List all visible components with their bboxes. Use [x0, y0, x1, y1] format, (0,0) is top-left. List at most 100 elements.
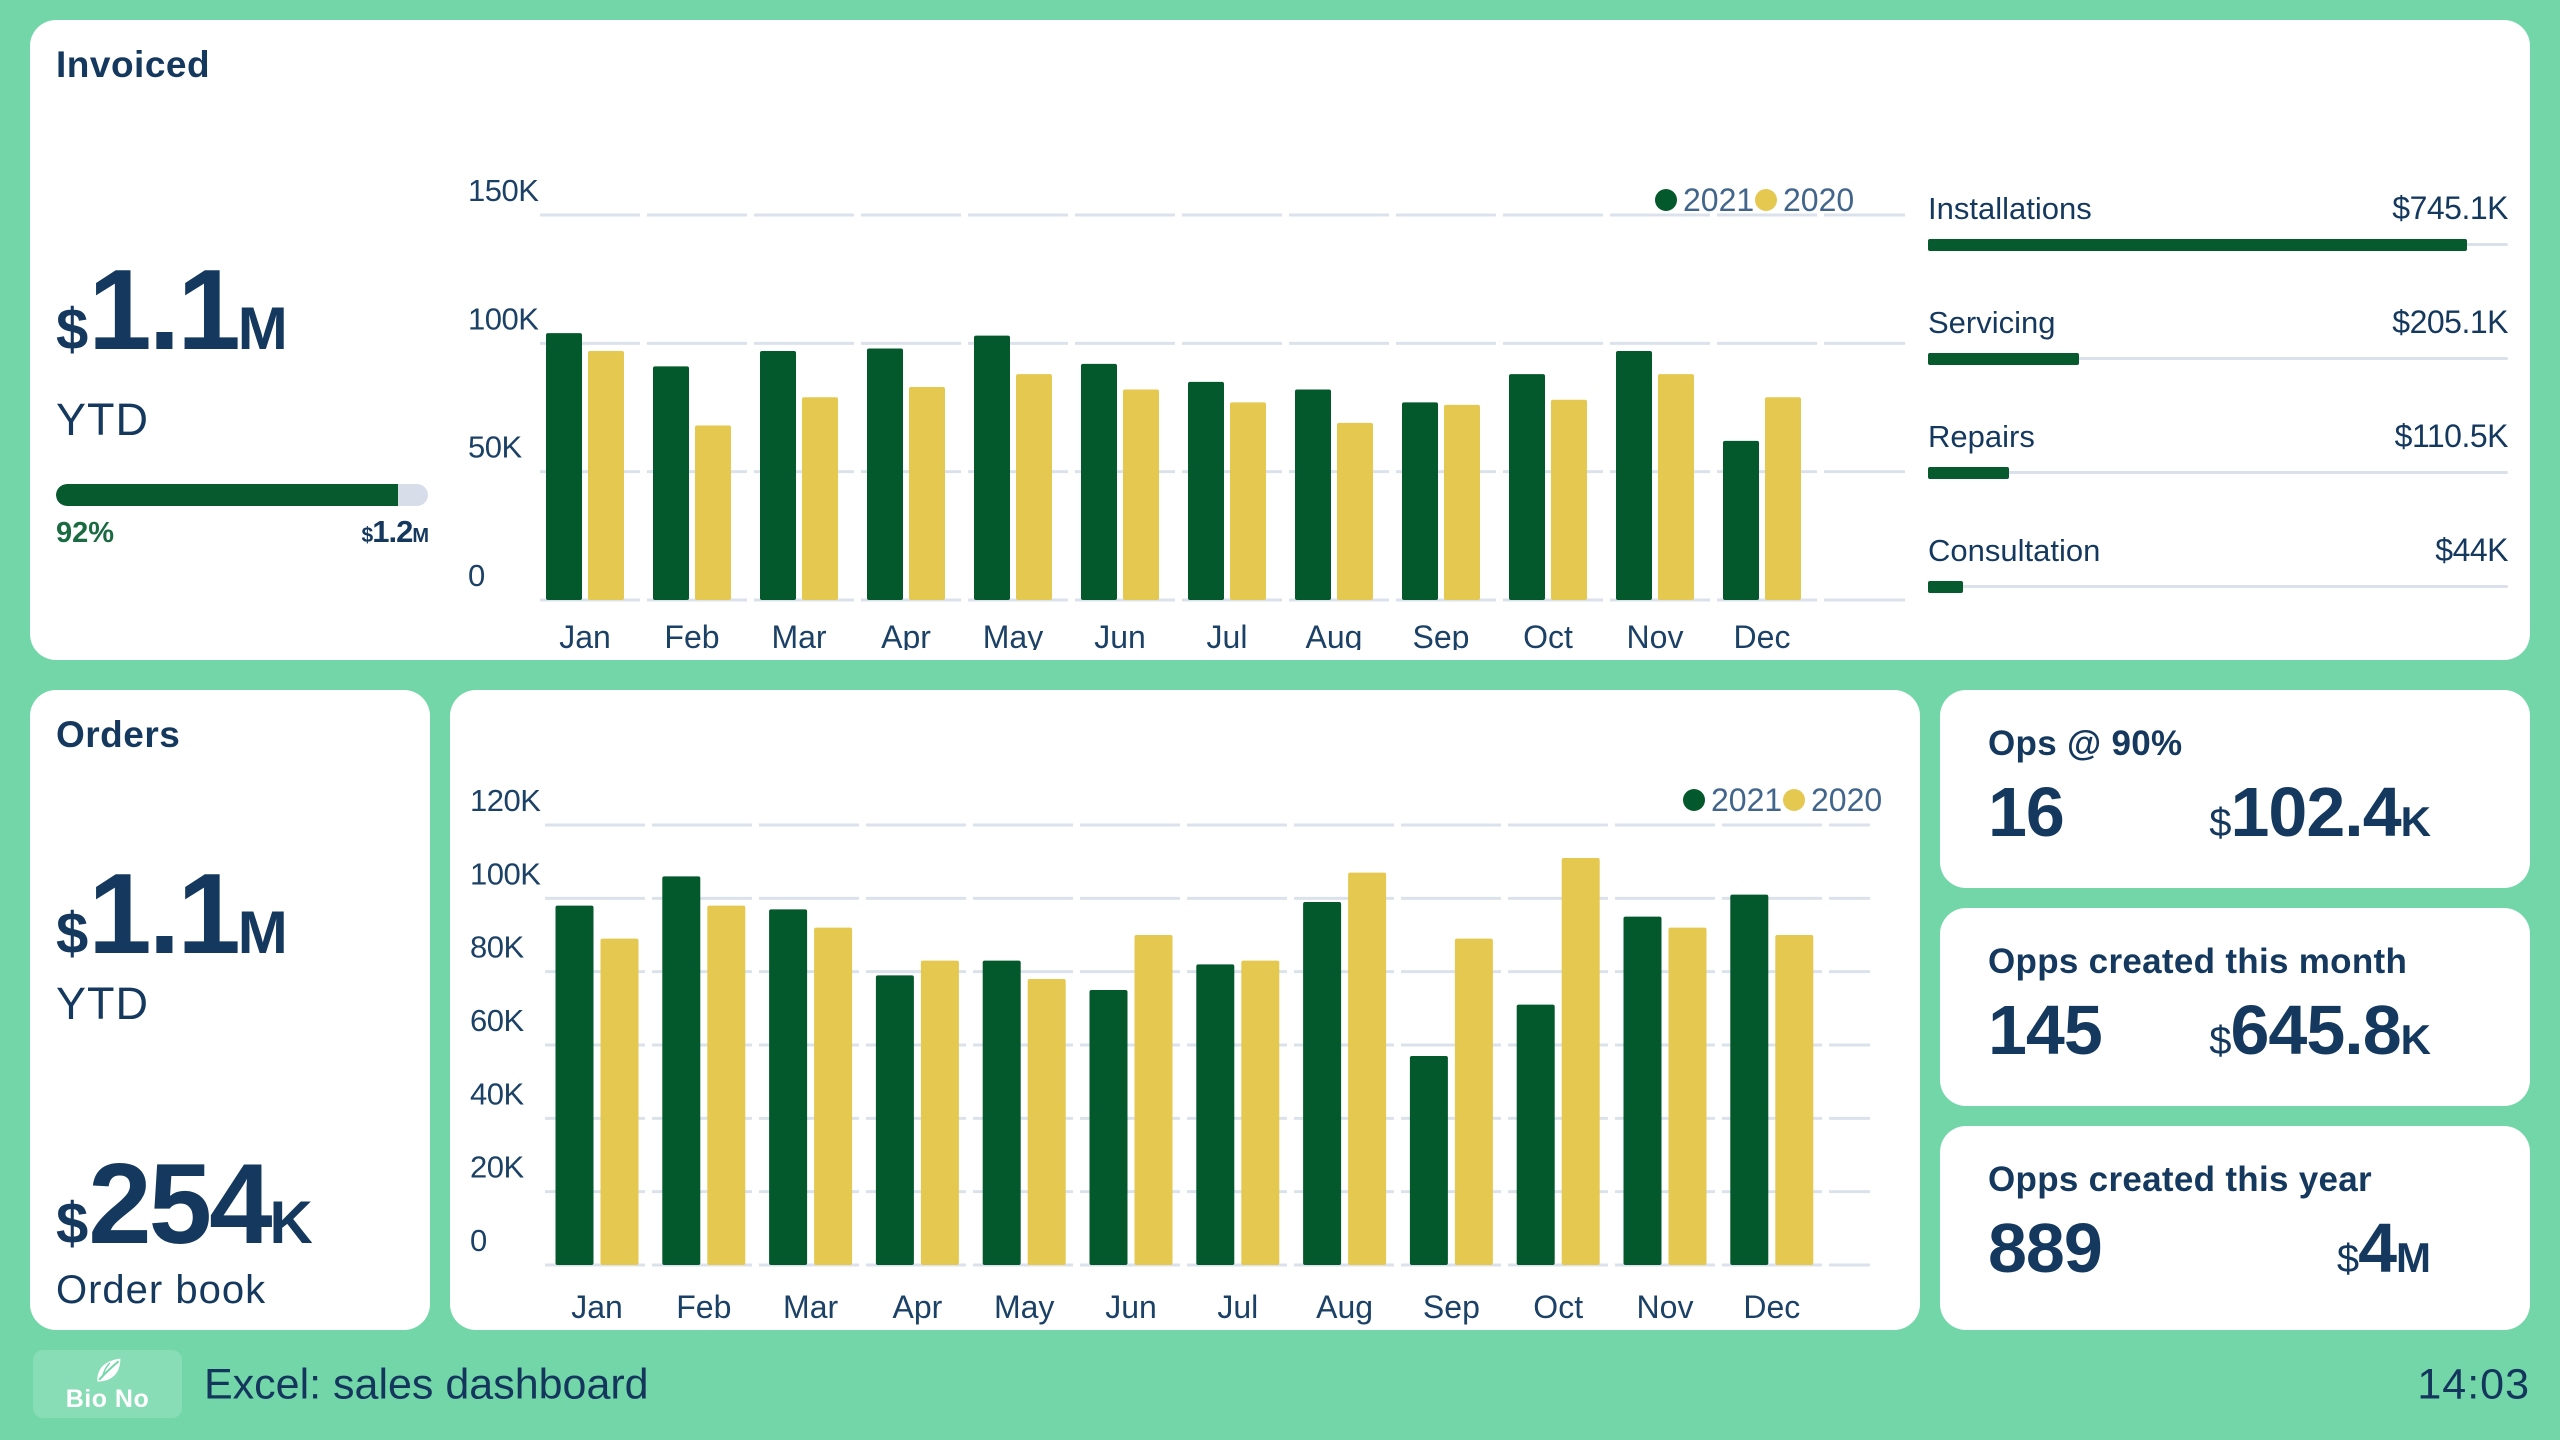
- invoiced-chart-svg: 150K 100K 50K 0 Jan Feb Mar Apr May Jun Jul Aug Sep O…: [468, 173, 1905, 650]
- bar-2021-Sep: [1402, 402, 1438, 600]
- legend-dot-2020: [1783, 789, 1805, 811]
- bar-2021-Jul: [1188, 381, 1224, 600]
- bar-2020-Jul: [1230, 402, 1266, 600]
- bar-2020-Apr: [909, 386, 945, 600]
- bar-2021-Mar: [769, 909, 808, 1265]
- ops-money: $4M: [2336, 1209, 2431, 1287]
- breakdown-label: Consultation: [1928, 533, 2101, 568]
- brand-logo: Bio No: [33, 1350, 182, 1418]
- x-tick-label: Aug: [1306, 619, 1363, 650]
- bar-2020-Aug: [1348, 872, 1387, 1265]
- ops-money: $102.4K: [2209, 773, 2431, 851]
- bar-2020-Mar: [814, 927, 853, 1265]
- ops-count: 16: [1988, 773, 2065, 851]
- bar-2021-Feb: [653, 366, 689, 600]
- bar-2020-Apr: [920, 960, 959, 1265]
- bar-2020-May: [1027, 979, 1066, 1265]
- x-tick-label: Feb: [676, 1289, 731, 1325]
- breakdown-label: Installations: [1928, 191, 2092, 226]
- bar-2021-May: [974, 335, 1010, 600]
- y-tick-label: 150K: [468, 173, 539, 208]
- breakdown-row-installations: Installations $745.1K: [1928, 190, 2508, 251]
- breakdown-value: $44K: [2435, 532, 2508, 568]
- bar-2021-Jan: [555, 905, 594, 1265]
- orders-card: Orders $1.1M YTD $254K Order book: [30, 690, 430, 1330]
- orders-monthly-chart: 120K 100K 80K 60K 40K 20K 0 Jan Feb Mar Apr May Jun J…: [450, 690, 1920, 1330]
- orders-kpi-value: $1.1M: [56, 851, 288, 978]
- x-tick-label: Jun: [1105, 1289, 1157, 1325]
- x-tick-label: Jan: [571, 1289, 623, 1325]
- x-tick-label: Dec: [1743, 1289, 1800, 1325]
- invoiced-progress-fill: [56, 484, 399, 506]
- kpi-number: 1.1: [88, 247, 240, 374]
- x-tick-label: Aug: [1316, 1289, 1373, 1325]
- bar-2021-Dec: [1730, 894, 1769, 1265]
- bar-2021-Jul: [1196, 964, 1235, 1265]
- breakdown-bar: [1928, 581, 2508, 593]
- x-tick-label: Jul: [1207, 619, 1248, 650]
- brand-name: Bio No: [65, 1385, 150, 1413]
- x-tick-label: Oct: [1523, 619, 1573, 650]
- breakdown-bar: [1928, 239, 2508, 251]
- invoiced-card: Invoiced $1.1M YTD 92% $1.2M 150K 100K 50K…: [30, 20, 2530, 660]
- x-tick-label: Mar: [771, 619, 826, 650]
- opps-created-month-card: Opps created this month 145 $645.8K: [1940, 908, 2530, 1106]
- invoiced-kpi-value: $1.1M: [56, 254, 288, 368]
- x-tick-label: Nov: [1627, 619, 1684, 650]
- y-tick-label: 20K: [470, 1150, 524, 1185]
- y-tick-label: 0: [468, 558, 485, 593]
- currency-symbol: $: [2209, 801, 2231, 845]
- breakdown-row-consultation: Consultation $44K: [1928, 532, 2508, 593]
- progress-target: $1.2M: [361, 514, 429, 549]
- breakdown-label: Servicing: [1928, 305, 2056, 340]
- bar-2020-Dec: [1775, 935, 1814, 1265]
- bar-2021-Apr: [867, 348, 903, 600]
- x-tick-label: Feb: [664, 619, 719, 650]
- x-tick-label: Jan: [559, 619, 611, 650]
- bar-2020-Feb: [707, 905, 746, 1265]
- bar-2021-Jun: [1089, 990, 1128, 1265]
- y-tick-label: 50K: [468, 430, 522, 465]
- ops-at-90-card: Ops @ 90% 16 $102.4K: [1940, 690, 2530, 888]
- legend-dot-2021: [1683, 789, 1705, 811]
- invoiced-progress-bar: [56, 484, 428, 506]
- bar-track: [1928, 471, 2508, 474]
- bar-2020-Jan: [600, 938, 639, 1265]
- bar-2020-Oct: [1551, 399, 1587, 600]
- orders-kpi-label: YTD: [56, 978, 149, 1029]
- x-tick-label: Sep: [1413, 619, 1470, 650]
- legend-dot-2021: [1655, 189, 1677, 211]
- legend-label-2020: 2020: [1783, 182, 1854, 218]
- x-tick-label: Apr: [881, 619, 931, 650]
- invoiced-progress-meta: 92% $1.2M: [56, 514, 429, 550]
- y-tick-label: 60K: [470, 1003, 524, 1038]
- bar-2020-Jul: [1241, 960, 1280, 1265]
- legend-dot-2020: [1755, 189, 1777, 211]
- legend-label-2021: 2021: [1683, 182, 1754, 218]
- dashboard-title: Excel: sales dashboard: [204, 1360, 649, 1409]
- ops-card-title: Opps created this month: [1988, 942, 2408, 981]
- invoiced-title: Invoiced: [56, 44, 211, 85]
- y-tick-label: 100K: [470, 856, 541, 891]
- bar-2020-May: [1016, 374, 1052, 600]
- clock: 14:03: [2417, 1360, 2530, 1409]
- leaf-icon: [96, 1358, 120, 1382]
- currency-symbol: $: [2336, 1237, 2359, 1281]
- breakdown-row-repairs: Repairs $110.5K: [1928, 418, 2509, 479]
- bar-2021-Jun: [1081, 363, 1117, 600]
- bar-2020-Jun: [1123, 389, 1159, 600]
- x-tick-label: May: [983, 619, 1043, 650]
- y-tick-label: 0: [470, 1223, 487, 1258]
- bar-track: [1928, 357, 2508, 360]
- currency-symbol: $: [56, 297, 89, 362]
- bar-2020-Jun: [1134, 935, 1173, 1265]
- x-tick-label: Mar: [783, 1289, 838, 1325]
- bar-2021-Nov: [1623, 916, 1662, 1265]
- x-tick-label: Jun: [1094, 619, 1146, 650]
- breakdown-value: $110.5K: [2394, 418, 2509, 454]
- bar-2020-Jan: [588, 351, 624, 600]
- breakdown-bar: [1928, 467, 2508, 479]
- bar-2020-Aug: [1337, 422, 1373, 600]
- y-tick-label: 40K: [470, 1076, 524, 1111]
- x-tick-label: Nov: [1637, 1289, 1694, 1325]
